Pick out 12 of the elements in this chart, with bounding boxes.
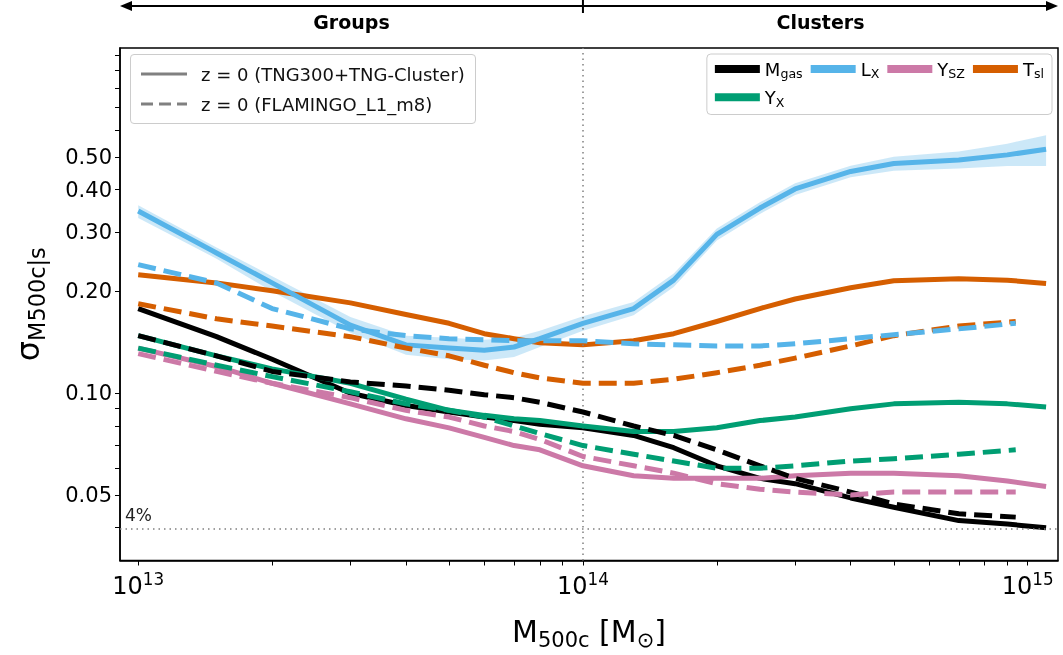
- ref-line-label: 4%: [125, 504, 152, 525]
- annotation: z = 0 (TNG300+TNG-Cluster): [201, 63, 465, 85]
- text: Clusters: [776, 11, 865, 33]
- annotation: z = 0 (FLAMINGO_L1_m8): [201, 93, 433, 115]
- y-tick-label: 0.10: [65, 381, 112, 406]
- y-tick-label: 0.20: [65, 279, 112, 304]
- y-tick-label: 0.50: [65, 144, 112, 169]
- text: Groups: [313, 11, 390, 33]
- y-tick-label: 0.40: [65, 177, 112, 202]
- y-tick-label: 0.30: [65, 219, 112, 244]
- y-axis-title: σM500c|s: [9, 247, 50, 362]
- y-tick-label: 0.05: [65, 482, 112, 507]
